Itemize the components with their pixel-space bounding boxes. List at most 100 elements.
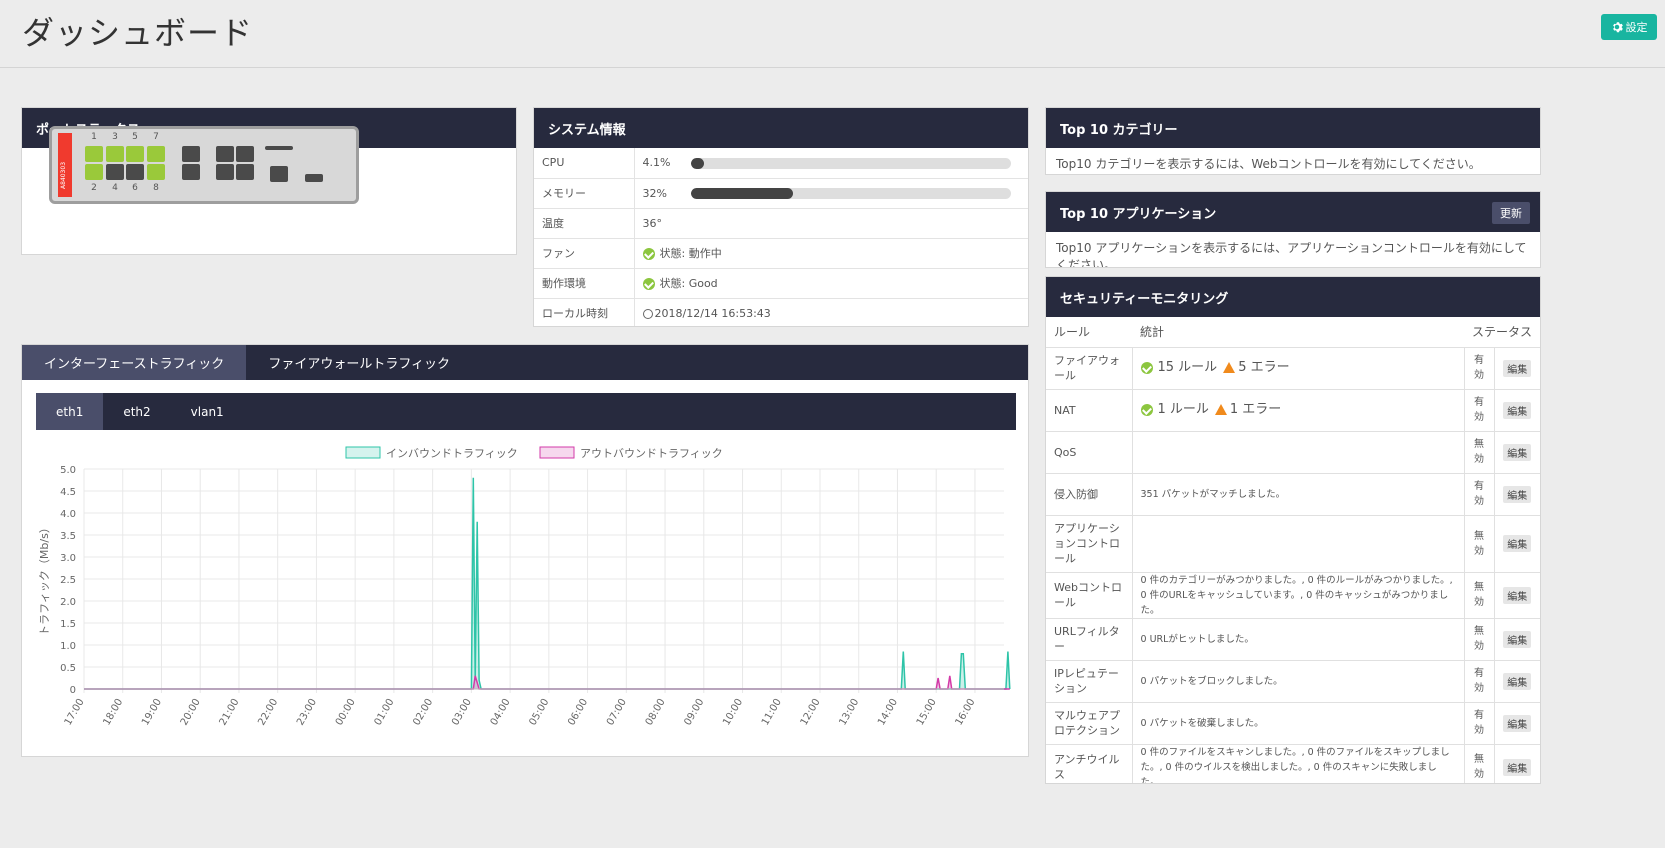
rule-status: 有効	[1464, 347, 1495, 390]
legend-swatch	[539, 446, 575, 459]
settings-button[interactable]: 設定	[1601, 14, 1657, 40]
security-panel: セキュリティーモニタリング ルール 統計 ステータス ファイアウォール 15 ルー…	[1045, 276, 1541, 784]
port-console	[265, 146, 293, 150]
port-7[interactable]	[147, 146, 165, 162]
port-sfp[interactable]	[236, 146, 254, 162]
system-info-panel: システム情報 CPU 4.1% メモリー 32% 温度 36° ファン 状態: …	[533, 107, 1029, 327]
port-number: 2	[91, 183, 97, 193]
y-tick-label: 0	[70, 685, 76, 696]
system-value: 状態: Good	[634, 268, 1028, 299]
x-tick-label: 15:00	[915, 697, 939, 727]
y-tick-label: 3.5	[60, 531, 76, 542]
port-number: 3	[112, 132, 118, 142]
port-mgmt[interactable]	[270, 166, 288, 182]
port-sfp[interactable]	[236, 164, 254, 180]
x-tick-label: 07:00	[605, 697, 629, 727]
port-sfp[interactable]	[216, 164, 234, 180]
edit-button[interactable]: 編集	[1503, 586, 1532, 604]
port-5[interactable]	[126, 146, 144, 162]
x-tick-label: 20:00	[179, 697, 203, 727]
rule-status: 有効	[1464, 660, 1495, 703]
y-tick-label: 1.5	[60, 619, 76, 630]
rule-stat-text: 0 URLがヒットしました。	[1140, 633, 1254, 645]
x-tick-label: 21:00	[218, 697, 242, 727]
rule-edit-cell: 編集	[1494, 702, 1540, 745]
rule-status: 有効	[1464, 473, 1495, 516]
rule-stats: 0 件のファイルをスキャンしました。, 0 件のファイルをスキップしました。, …	[1132, 744, 1465, 784]
x-tick-label: 04:00	[489, 697, 513, 727]
rule-stat-text: 351 パケットがマッチしました。	[1140, 488, 1286, 500]
series-area	[84, 477, 1010, 689]
rule-edit-cell: 編集	[1494, 347, 1540, 390]
rule-edit-cell: 編集	[1494, 389, 1540, 432]
clock-icon	[642, 308, 653, 319]
y-tick-label: 2.0	[60, 597, 76, 608]
x-tick-label: 14:00	[876, 697, 900, 727]
tab-interface-traffic[interactable]: インターフェーストラフィック	[22, 345, 247, 380]
system-key: CPU	[534, 148, 635, 179]
rule-edit-cell: 編集	[1494, 618, 1540, 661]
rule-stats: 0 URLがヒットしました。	[1132, 618, 1465, 661]
tab-firewall-traffic[interactable]: ファイアウォールトラフィック	[268, 357, 451, 372]
settings-button-label: 設定	[1625, 21, 1648, 34]
update-button[interactable]: 更新	[1492, 202, 1530, 224]
security-title: セキュリティーモニタリング	[1046, 277, 1540, 317]
rule-name: NAT	[1046, 389, 1133, 432]
system-key: ファン	[534, 238, 635, 269]
page-title: ダッシュボード	[22, 14, 254, 52]
rule-stats: 0 件のカテゴリーがみつかりました。, 0 件のルールがみつかりました。, 0 …	[1132, 572, 1465, 619]
edit-button[interactable]: 編集	[1503, 672, 1532, 690]
rule-edit-cell: 編集	[1494, 473, 1540, 516]
legend-label: インバウンドトラフィック	[386, 447, 518, 460]
rule-edit-cell: 編集	[1494, 572, 1540, 619]
rule-name: 侵入防御	[1046, 473, 1133, 516]
device-tag: A840303	[58, 133, 72, 197]
port-sfp[interactable]	[216, 146, 234, 162]
system-row-cpu: CPU 4.1%	[534, 148, 1028, 179]
subtab-vlan1[interactable]: vlan1	[190, 404, 224, 419]
x-tick-label: 12:00	[799, 697, 823, 727]
port-4[interactable]	[106, 164, 124, 180]
rule-count: 15 ルール	[1157, 360, 1218, 375]
y-axis-label: トラフィック（Mb/s）	[38, 522, 51, 636]
port-2[interactable]	[85, 164, 103, 180]
y-tick-label: 4.5	[60, 487, 76, 498]
y-tick-label: 4.0	[60, 509, 76, 520]
traffic-panel: インターフェーストラフィック ファイアウォールトラフィック eth1 eth2 …	[21, 344, 1029, 757]
x-tick-label: 22:00	[256, 697, 280, 727]
subtab-eth1[interactable]: eth1	[36, 393, 104, 430]
port-8[interactable]	[147, 164, 165, 180]
edit-button[interactable]: 編集	[1503, 714, 1532, 732]
security-row: URLフィルター 0 URLがヒットしました。 無効編集	[1046, 618, 1540, 661]
col-stats: 統計	[1132, 317, 1464, 348]
security-row: マルウェアプロテクション 0 パケットを破棄しました。 有効編集	[1046, 702, 1540, 745]
rule-edit-cell: 編集	[1494, 744, 1540, 783]
subtab-eth2[interactable]: eth2	[123, 404, 151, 419]
device-image: A840303 1 3 5 7 2 4 6 8	[49, 126, 359, 204]
edit-button[interactable]: 編集	[1503, 443, 1532, 461]
x-tick-label: 00:00	[334, 697, 358, 727]
port-6[interactable]	[126, 164, 144, 180]
port-number: 5	[132, 132, 138, 142]
edit-button[interactable]: 編集	[1503, 535, 1532, 552]
port-1[interactable]	[85, 146, 103, 162]
rule-stat-text: 0 パケットをブロックしました。	[1140, 675, 1283, 687]
edit-button[interactable]: 編集	[1503, 359, 1532, 377]
port-3[interactable]	[106, 146, 124, 162]
edit-button[interactable]: 編集	[1503, 630, 1532, 648]
edit-button[interactable]: 編集	[1503, 485, 1532, 503]
edit-button[interactable]: 編集	[1503, 401, 1532, 419]
edit-button[interactable]: 編集	[1503, 758, 1532, 776]
port-sfp[interactable]	[182, 164, 200, 180]
top-apps-message: Top10 アプリケーションを表示するには、アプリケーションコントロールを有効に…	[1056, 241, 1527, 268]
check-icon	[1140, 361, 1153, 374]
rule-stats: 0 パケットを破棄しました。	[1132, 702, 1465, 745]
series-line	[84, 675, 1010, 690]
env-status: 状態: Good	[659, 277, 718, 290]
system-row-temp: 温度 36°	[534, 208, 1028, 239]
port-sfp[interactable]	[182, 146, 200, 162]
security-row: IPレピュテーション 0 パケットをブロックしました。 有効編集	[1046, 660, 1540, 703]
fan-status: 状態: 動作中	[659, 247, 722, 260]
rule-name: アプリケーションコントロール	[1046, 515, 1133, 573]
rule-stat-text: 0 件のファイルをスキャンしました。, 0 件のファイルをスキップしました。, …	[1140, 746, 1450, 784]
